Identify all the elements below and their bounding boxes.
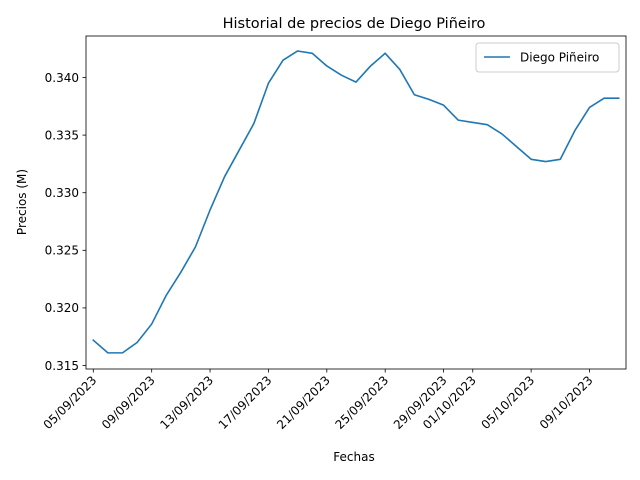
y-tick-label: 0.325 (45, 244, 79, 258)
x-tick-label: 09/10/2023 (537, 373, 596, 432)
x-tick-label: 05/09/2023 (41, 373, 100, 432)
y-tick-label: 0.320 (45, 301, 79, 315)
x-axis-label: Fechas (333, 450, 374, 464)
chart-title: Historial de precios de Diego Piñeiro (223, 16, 486, 32)
x-tick-label: 05/10/2023 (478, 373, 537, 432)
x-tick-label: 09/09/2023 (99, 373, 158, 432)
x-tick-label: 17/09/2023 (216, 373, 275, 432)
legend-entry-label: Diego Piñeiro (520, 51, 599, 65)
y-tick-label: 0.340 (45, 71, 79, 85)
legend-box (475, 42, 620, 73)
y-tick-label: 0.315 (45, 359, 79, 373)
x-tick-label: 25/09/2023 (332, 373, 391, 432)
legend: Diego Piñeiro (475, 42, 620, 73)
plot-area-frame (85, 35, 627, 370)
y-tick-label: 0.330 (45, 186, 79, 200)
y-axis-label: Precios (M) (15, 169, 29, 235)
x-tick-label: 13/09/2023 (157, 373, 216, 432)
y-tick-label: 0.335 (45, 128, 79, 142)
series-line (92, 50, 620, 354)
x-tick-label: 21/09/2023 (274, 373, 333, 432)
